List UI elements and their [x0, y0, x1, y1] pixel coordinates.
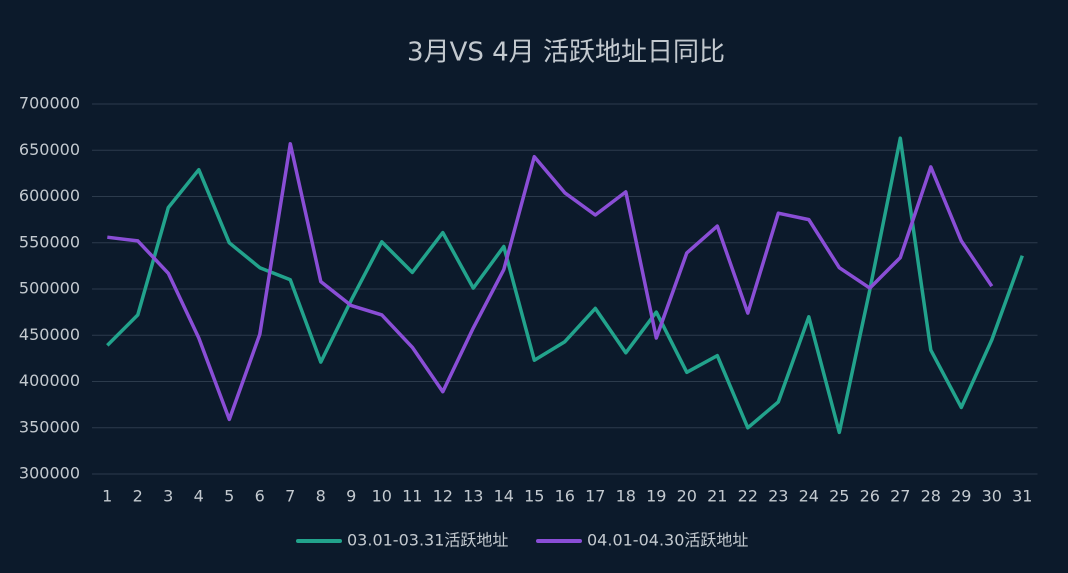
x-tick-label: 25	[829, 487, 849, 506]
x-tick-label: 24	[799, 487, 819, 506]
x-tick-label: 12	[433, 487, 453, 506]
x-tick-label: 5	[224, 487, 234, 506]
x-tick-label: 22	[738, 487, 758, 506]
x-tick-label: 8	[316, 487, 326, 506]
x-tick-label: 4	[194, 487, 204, 506]
x-tick-label: 1	[102, 487, 112, 506]
x-tick-label: 2	[133, 487, 143, 506]
y-tick-label: 450000	[19, 325, 80, 344]
x-tick-label: 30	[982, 487, 1002, 506]
series-line	[106, 136, 1024, 435]
x-tick-label: 10	[372, 487, 392, 506]
y-tick-label: 600000	[19, 186, 80, 205]
x-tick-label: 6	[255, 487, 265, 506]
legend-label: 03.01-03.31活跃地址	[347, 531, 508, 550]
x-tick-label: 14	[494, 487, 514, 506]
x-tick-label: 31	[1012, 487, 1032, 506]
x-tick-label: 13	[463, 487, 483, 506]
x-tick-label: 23	[768, 487, 788, 506]
x-tick-label: 7	[285, 487, 295, 506]
x-tick-label: 3	[163, 487, 173, 506]
y-tick-label: 350000	[19, 417, 80, 436]
chart-title: 3月VS 4月 活跃地址日同比	[407, 38, 725, 68]
x-tick-label: 18	[616, 487, 636, 506]
x-tick-label: 11	[402, 487, 422, 506]
x-tick-label: 27	[890, 487, 910, 506]
x-tick-label: 21	[707, 487, 727, 506]
x-tick-label: 16	[555, 487, 575, 506]
legend-label: 04.01-04.30活跃地址	[587, 531, 748, 550]
x-tick-label: 17	[585, 487, 605, 506]
x-tick-label: 26	[860, 487, 880, 506]
y-tick-label: 550000	[19, 232, 80, 251]
x-tick-label: 9	[346, 487, 356, 506]
x-tick-label: 19	[646, 487, 666, 506]
y-tick-label: 300000	[19, 464, 80, 483]
x-tick-label: 20	[677, 487, 697, 506]
x-tick-label: 15	[524, 487, 544, 506]
y-tick-label: 400000	[19, 371, 80, 390]
x-tick-label: 29	[951, 487, 971, 506]
series-line	[107, 142, 994, 422]
x-tick-label: 28	[921, 487, 941, 506]
y-tick-label: 700000	[19, 94, 80, 113]
y-tick-label: 650000	[19, 140, 80, 159]
y-tick-label: 500000	[19, 279, 80, 298]
